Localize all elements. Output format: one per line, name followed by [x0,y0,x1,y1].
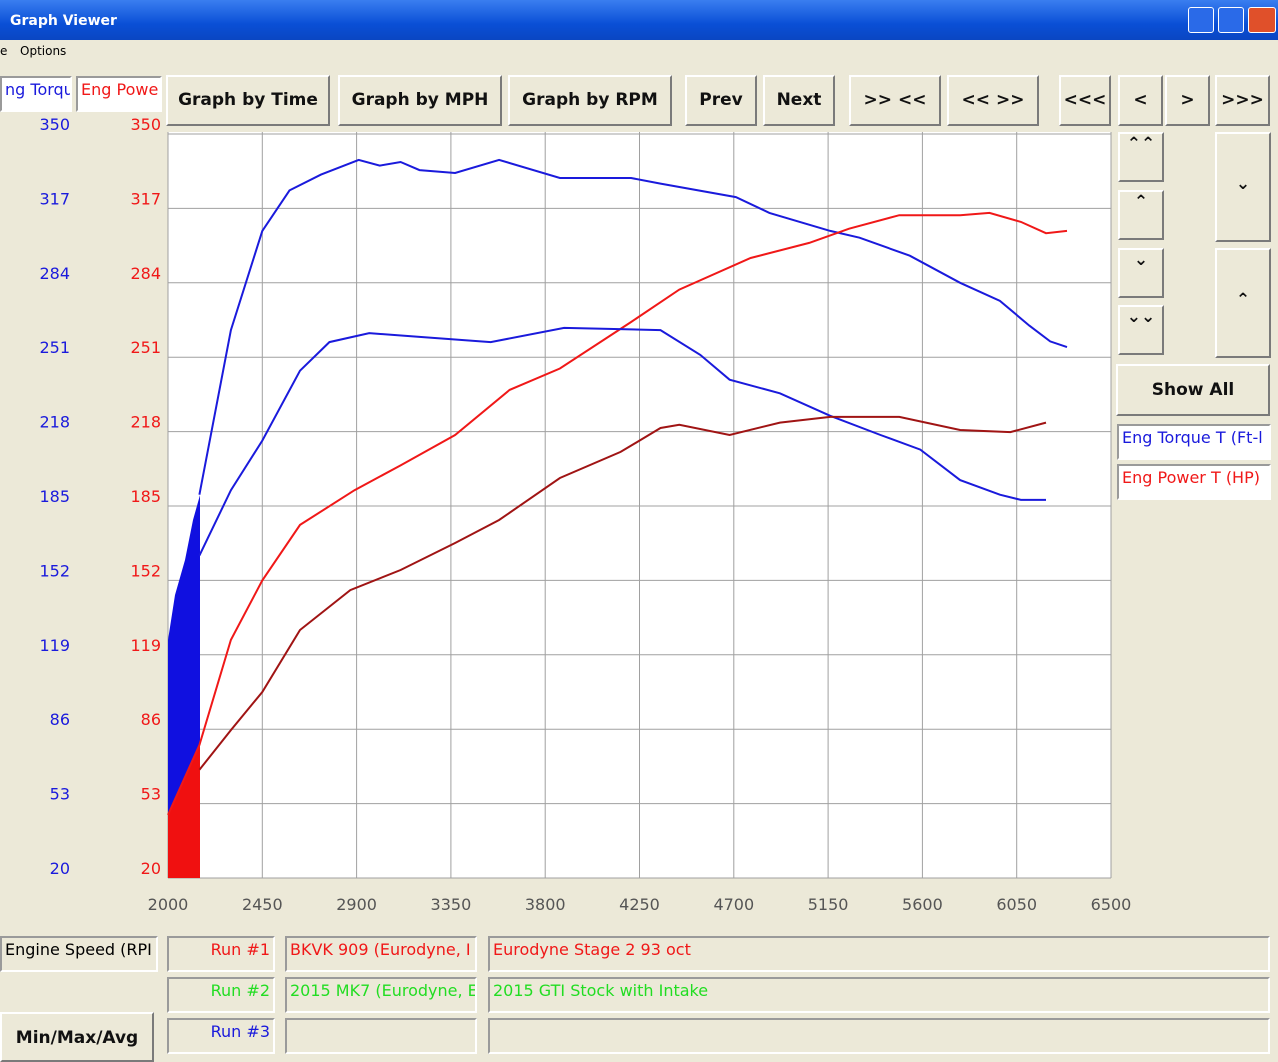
scroll-button[interactable]: ⌃ [1215,248,1271,358]
x-tick-label: 2900 [336,895,377,914]
y-tick-label: 20 [50,859,70,878]
run-name[interactable] [285,1018,477,1054]
toolbar-button[interactable]: Prev [685,75,757,126]
title-bar: Graph Viewer [0,0,1278,40]
x-tick-label: 6050 [996,895,1037,914]
y2-tick-label: 53 [141,785,161,804]
y2-tick-label: 284 [130,264,161,283]
window-title: Graph Viewer [10,13,117,29]
scroll-button[interactable]: ⌄ [1215,132,1271,242]
maximize-button[interactable] [1218,7,1244,33]
y-tick-label: 119 [39,636,70,655]
x-tick-label: 6500 [1091,895,1132,914]
toolbar-button[interactable]: Graph by RPM [508,75,672,126]
toolbar-button[interactable]: > [1165,75,1210,126]
toolbar-button[interactable]: >> << [849,75,941,126]
y2-tick-label: 20 [141,859,161,878]
scroll-button[interactable]: ⌃ [1118,190,1164,240]
start-fill [168,745,200,878]
minimize-button[interactable] [1188,7,1214,33]
toolbar-button[interactable]: Graph by Time [166,75,330,126]
x-tick-label: 4700 [713,895,754,914]
run-label: Run #3 [167,1018,275,1054]
grid [167,132,1112,879]
toolbar-button[interactable]: >>> [1215,75,1270,126]
x-tick-label: 3800 [525,895,566,914]
x-axis-selector[interactable]: Engine Speed (RPI [0,936,158,972]
series-line [198,158,1068,495]
y2-tick-label: 218 [130,413,161,432]
scroll-button[interactable]: ⌃⌃ [1118,132,1164,182]
y2-tick-label: 317 [130,189,161,208]
x-tick-label: 3350 [431,895,472,914]
scroll-button[interactable]: ⌄ [1118,248,1164,298]
y-tick-label: 53 [50,785,70,804]
run-name[interactable]: 2015 MK7 (Eurodyne, E [285,977,477,1013]
toolbar-button[interactable]: < [1118,75,1163,126]
legend-entry[interactable]: Eng Power T (HP) [1117,464,1271,500]
y2-tick-label: 152 [130,561,161,580]
x-tick-label: 5150 [808,895,849,914]
run-note[interactable]: Eurodyne Stage 2 93 oct [488,936,1270,972]
run-note[interactable] [488,1018,1270,1054]
tab[interactable]: Eng Powe [76,76,162,112]
run-label: Run #1 [167,936,275,972]
series-line [167,211,1068,816]
y2-tick-label: 86 [141,710,161,729]
y-tick-label: 86 [50,710,70,729]
y2-tick-label: 119 [130,636,161,655]
run-note[interactable]: 2015 GTI Stock with Intake [488,977,1270,1013]
toolbar-button[interactable]: Graph by MPH [338,75,502,126]
y-tick-label: 284 [39,264,70,283]
y-tick-label: 350 [39,115,70,134]
y-tick-label: 251 [39,338,70,357]
series-line [198,326,1046,557]
x-tick-label: 4250 [619,895,660,914]
x-tick-label: 2000 [148,895,189,914]
x-tick-label: 2450 [242,895,283,914]
toolbar-button[interactable]: Next [763,75,835,126]
y2-tick-label: 185 [130,487,161,506]
toolbar-button[interactable]: << >> [947,75,1039,126]
min-max-button[interactable]: Min/Max/Avg [0,1012,154,1062]
show-all-button[interactable]: Show All [1116,364,1270,416]
y-tick-label: 218 [39,413,70,432]
scroll-button[interactable]: ⌄⌄ [1118,305,1164,355]
legend-entry[interactable]: Eng Torque T (Ft-l [1117,424,1271,460]
x-tick-label: 5600 [902,895,943,914]
run-name[interactable]: BKVK 909 (Eurodyne, I [285,936,477,972]
y-tick-label: 185 [39,487,70,506]
series-line [198,415,1047,771]
toolbar-button[interactable]: <<< [1059,75,1111,126]
lines [167,158,1068,816]
tab[interactable]: ng Torqu [0,76,72,112]
y-tick-label: 317 [39,189,70,208]
run-label: Run #2 [167,977,275,1013]
menu-item[interactable]: e [0,44,8,58]
y2-tick-label: 251 [130,338,161,357]
y2-tick-label: 350 [130,115,161,134]
y-tick-label: 152 [39,561,70,580]
menu-item[interactable]: Options [20,44,67,58]
close-button[interactable] [1248,7,1276,33]
